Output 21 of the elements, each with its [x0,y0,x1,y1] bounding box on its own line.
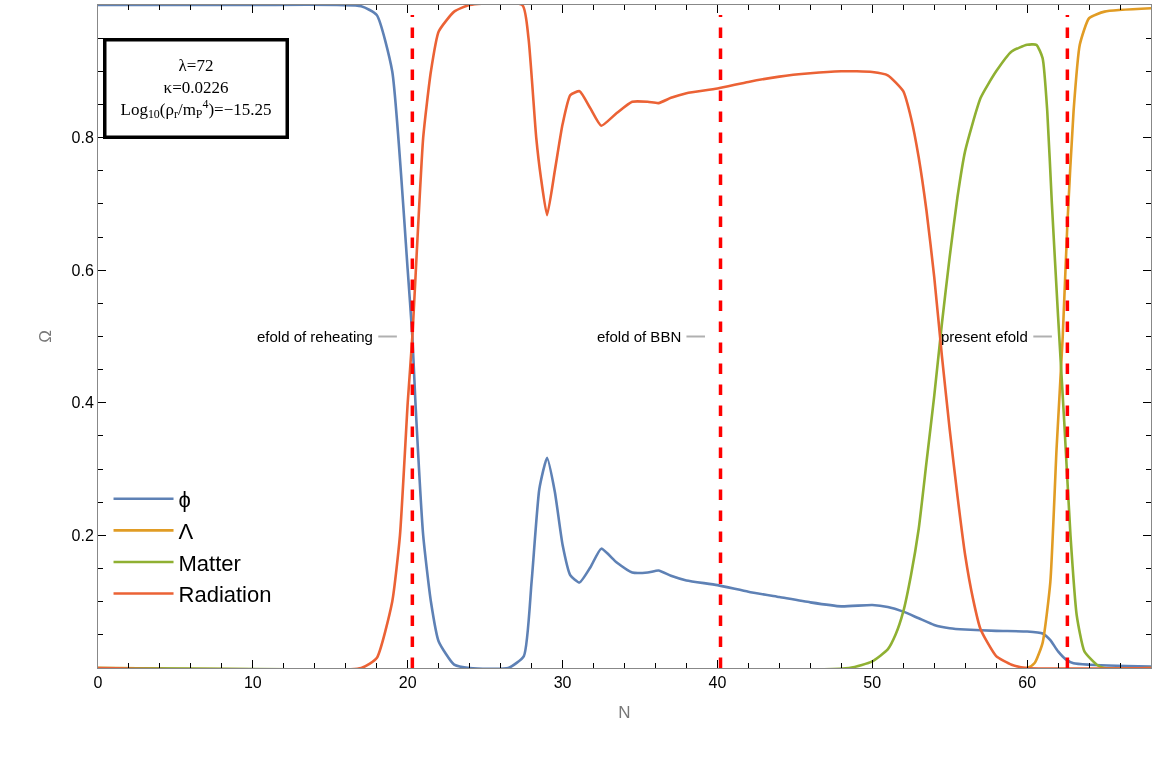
x-axis-title: N [618,702,631,722]
legend-label: Matter [178,550,241,576]
x-tick-label: 10 [243,674,262,692]
x-tick-label: 50 [863,674,882,692]
ref-line-label: efold of BBN [597,328,682,345]
legend-label: Radiation [178,582,272,608]
x-tick-label: 20 [398,674,417,692]
y-tick-label: 0.4 [71,394,94,412]
y-tick-label: 0.6 [71,261,94,279]
x-tick-label: 60 [1018,674,1037,692]
ref-line-label: present efold [941,328,1028,345]
x-tick-label: 30 [553,674,572,692]
y-tick-label: 0.2 [71,527,94,544]
text: λ=72 κ=0.0226 Log$_{10}$(ρ$_{r}$/m$_{P}$$^{4}$)=−15.25 [120,55,272,122]
ref-line-label: efold of reheating [257,328,373,345]
legend-label: Λ [178,518,194,544]
y-tick-label: 0.8 [71,129,94,147]
y-axis-title: Ω [36,330,56,343]
legend-label: ϕ [178,487,191,513]
x-tick-label: 40 [708,674,727,692]
x-tick-label: 0 [93,674,103,692]
